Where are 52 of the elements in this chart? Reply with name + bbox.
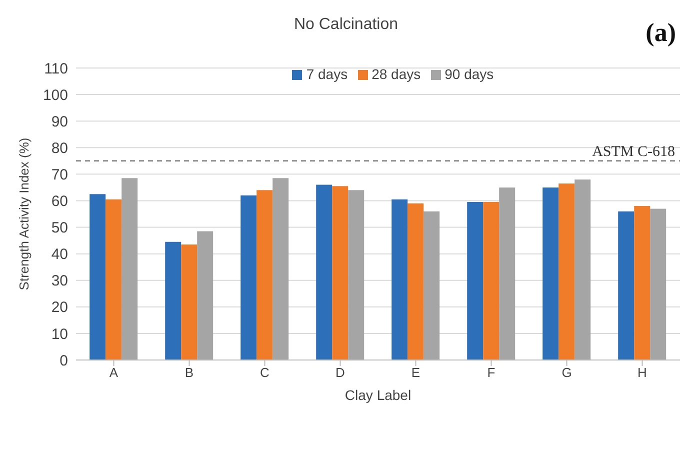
legend-label: 7 days <box>306 66 348 82</box>
y-tick-label: 10 <box>51 326 68 343</box>
y-tick-label: 90 <box>51 113 68 130</box>
legend-label: 28 days <box>372 66 421 82</box>
x-tick-label: C <box>260 365 270 380</box>
y-tick-label: 50 <box>51 220 68 237</box>
y-axis-title: Strength Activity Index (%) <box>16 138 32 290</box>
y-tick-label: 30 <box>51 272 68 290</box>
bar <box>574 179 591 360</box>
bar <box>90 194 106 360</box>
bar <box>348 190 364 360</box>
bar <box>316 184 332 360</box>
bar <box>332 186 348 360</box>
y-tick-label: 0 <box>60 352 68 370</box>
bar <box>499 187 516 360</box>
bar <box>558 183 575 360</box>
bar <box>272 178 289 360</box>
bar <box>408 203 424 360</box>
bar <box>634 206 650 360</box>
bar <box>256 190 273 360</box>
y-tick-label: 100 <box>42 86 68 104</box>
bar <box>106 199 122 360</box>
bar <box>483 202 500 360</box>
bar <box>392 199 408 360</box>
y-tick-label: 20 <box>51 299 68 316</box>
bar <box>467 202 484 360</box>
y-tick-label: 40 <box>51 246 68 264</box>
bar <box>542 187 559 360</box>
x-tick-label: A <box>109 365 118 380</box>
x-tick-label: G <box>562 365 572 380</box>
bar <box>650 208 666 360</box>
bar <box>122 178 138 360</box>
y-tick-label: 80 <box>51 140 68 157</box>
text: (a) <box>646 18 676 48</box>
bar <box>197 231 214 360</box>
bar <box>618 211 634 360</box>
x-axis-title: Clay Label <box>344 387 412 403</box>
bar <box>424 211 440 360</box>
y-tick-label: 60 <box>51 193 68 210</box>
x-tick-label: E <box>411 365 420 380</box>
bar <box>240 195 257 360</box>
bar <box>181 244 198 360</box>
x-tick-label: B <box>184 365 194 380</box>
x-tick-label: F <box>487 365 496 380</box>
bar <box>165 242 182 360</box>
x-tick-label: D <box>336 365 345 380</box>
legend-label: 90 days <box>444 66 494 82</box>
y-tick-label: 110 <box>44 60 68 78</box>
ref-line-label: ASTM C-618 <box>592 144 675 160</box>
chart-title: No Calcination <box>294 16 398 33</box>
y-tick-label: 70 <box>51 166 68 184</box>
x-tick-label: H <box>638 365 647 380</box>
